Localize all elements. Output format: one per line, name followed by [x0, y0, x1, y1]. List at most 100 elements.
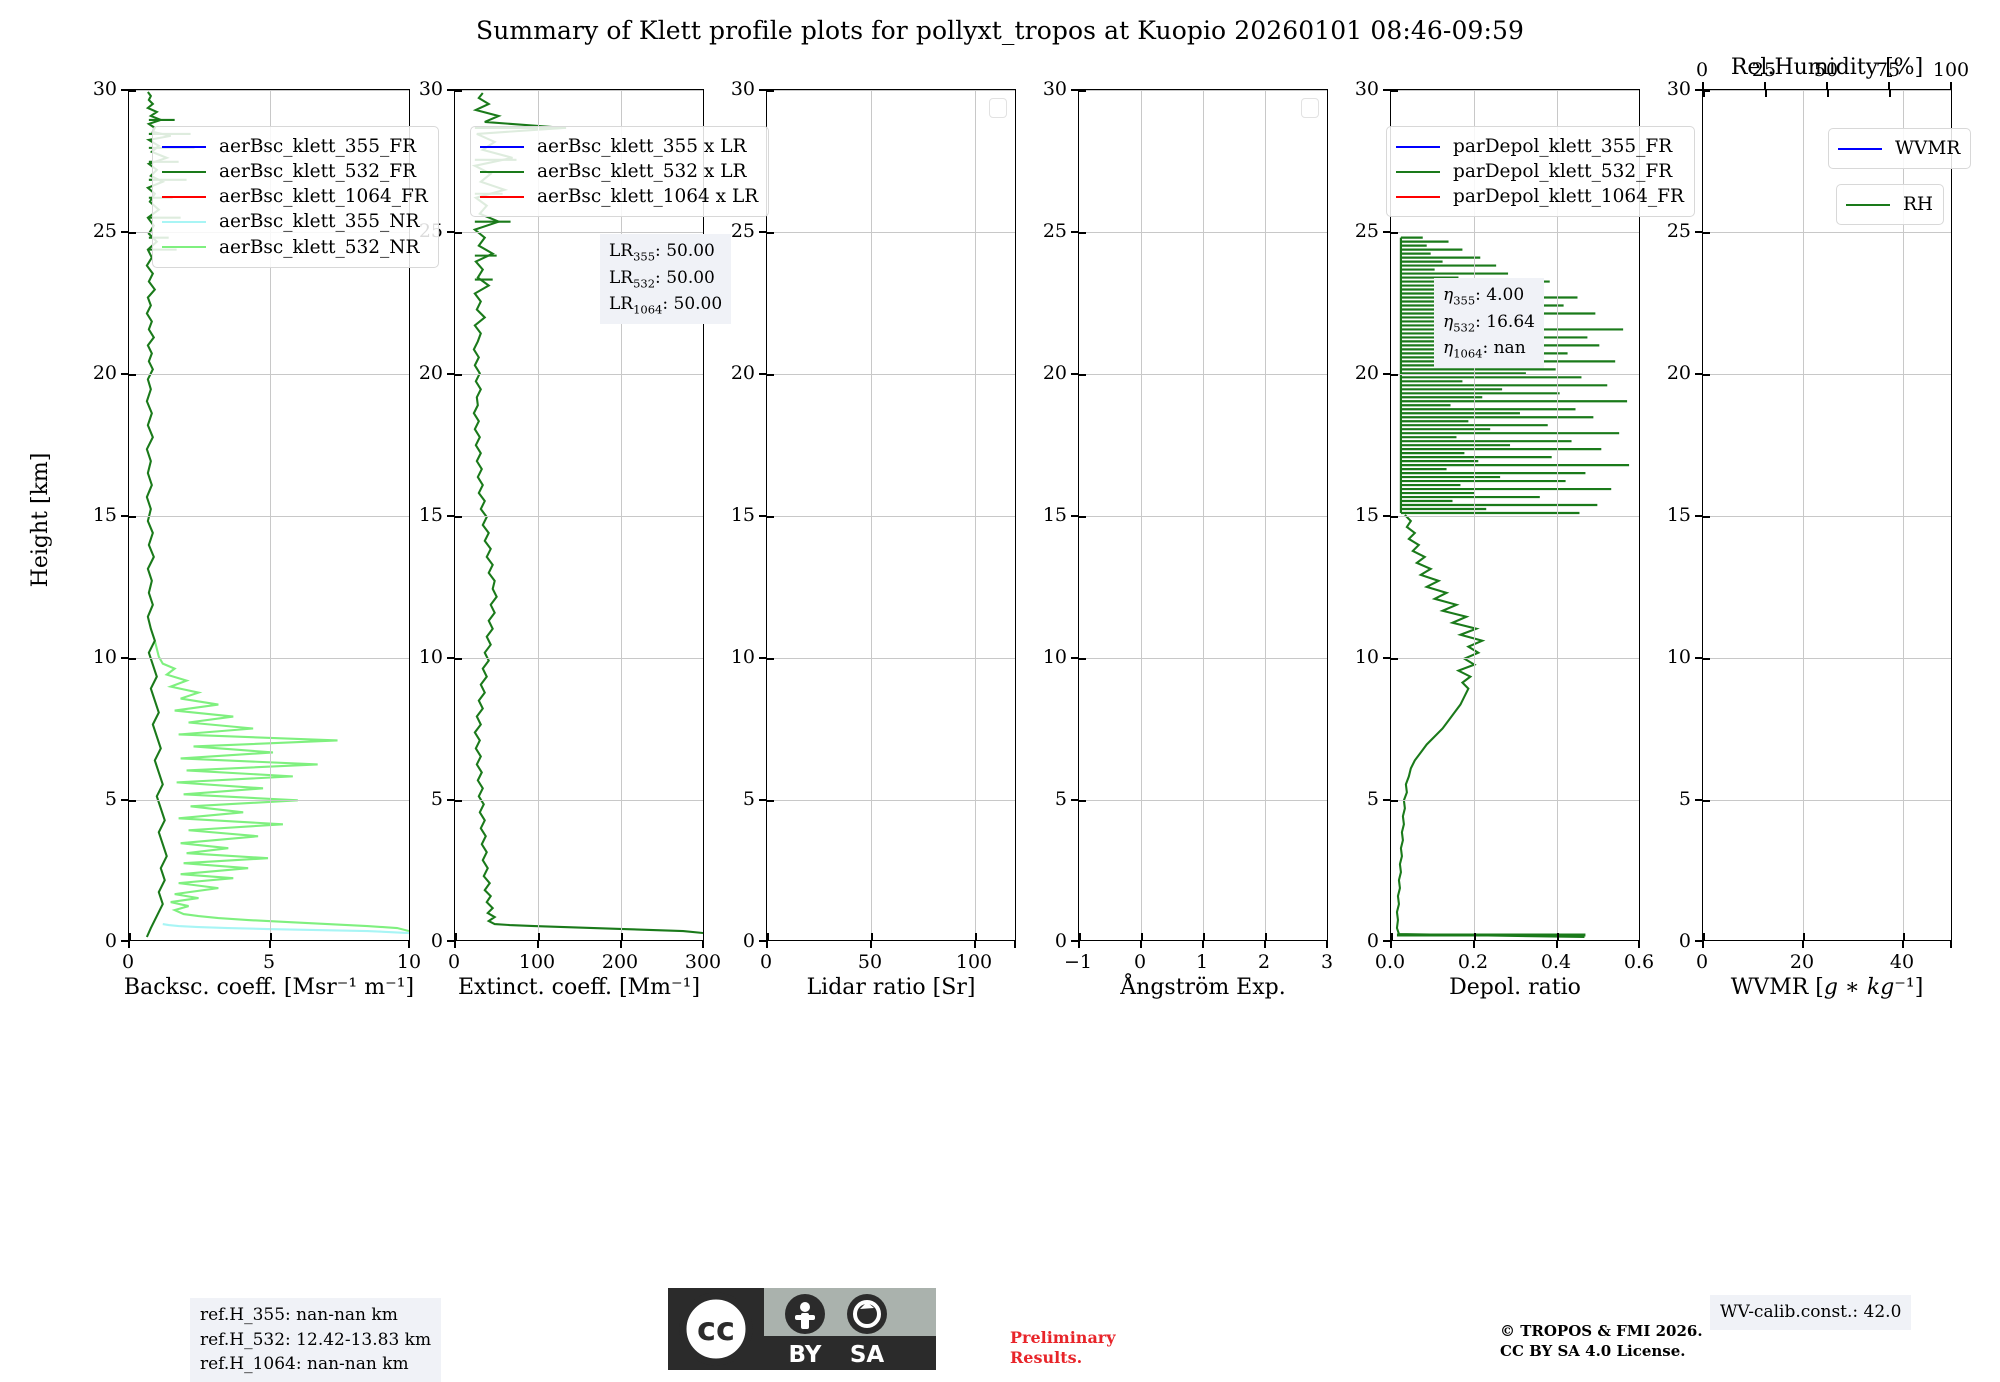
- x-tick-label: 2: [1257, 951, 1271, 973]
- y-tick-label: 30: [1666, 78, 1691, 100]
- y-tick-label: 30: [1042, 78, 1067, 100]
- gridline: [129, 90, 409, 91]
- legend-swatch-depol355: [1396, 145, 1440, 148]
- legend-item[interactable]: aerBsc_klett_355 x LR: [480, 134, 758, 159]
- y-tick-label: 10: [92, 646, 117, 668]
- y-tick-label: 10: [1354, 646, 1379, 668]
- gridline: [975, 90, 976, 940]
- legend-item[interactable]: parDepol_klett_355_FR: [1396, 134, 1684, 159]
- legend-item[interactable]: aerBsc_klett_355_FR: [162, 134, 428, 159]
- legend-item[interactable]: WVMR: [1838, 136, 1960, 161]
- y-tick-label: 30: [418, 78, 443, 100]
- legend-wvmr: WVMR: [1828, 128, 1972, 170]
- y-axis-title: Height [km]: [28, 452, 53, 588]
- gridline: [1703, 658, 1951, 659]
- sa-label: SA: [850, 1342, 885, 1368]
- preliminary-line-1: Preliminary: [1010, 1328, 1116, 1347]
- y-tick-label: 30: [92, 78, 117, 100]
- gridline: [1474, 90, 1475, 940]
- panel-extinction: 30 25 20 15 10 5 0 0 100 200 300: [419, 78, 721, 973]
- x-tick-label: 300: [684, 951, 722, 973]
- legend-item[interactable]: aerBsc_klett_1064 x LR: [480, 184, 758, 209]
- axis-title-backscatter: Backsc. coeff. [Msr⁻¹ m⁻¹]: [123, 975, 415, 1000]
- annotation-row: LR1064: 50.00: [609, 294, 723, 317]
- axis-title-rel-humidity: Rel.Humidity [%]: [1730, 55, 1924, 80]
- gridline: [270, 90, 271, 940]
- ann-val: 16.64: [1486, 311, 1535, 332]
- legend-swatch-1064fr: [162, 195, 206, 198]
- y-tick-label: 5: [104, 788, 117, 810]
- gridline: [1391, 658, 1639, 659]
- legend-item[interactable]: RH: [1846, 192, 1933, 217]
- ref-height-1064: ref.H_1064: nan-nan km: [200, 1354, 409, 1375]
- legend-item[interactable]: aerBsc_klett_532_FR: [162, 159, 428, 184]
- annotation-row: η532: 16.64: [1443, 311, 1535, 335]
- by-label: BY: [789, 1342, 822, 1368]
- legend-item[interactable]: aerBsc_klett_532_NR: [162, 235, 428, 260]
- legend-item[interactable]: parDepol_klett_1064_FR: [1396, 184, 1684, 209]
- legend-swatch-rh: [1846, 203, 1890, 206]
- y-tick-label: 15: [418, 504, 443, 526]
- y-tick-label: 25: [92, 220, 117, 242]
- ann-val: 4.00: [1486, 285, 1525, 305]
- legend-label: aerBsc_klett_1064_FR: [219, 186, 428, 208]
- y-tick-label: 15: [1666, 504, 1691, 526]
- x-tick-label: 10: [396, 951, 422, 973]
- legend-swatch-355lr: [480, 145, 524, 148]
- curve-extinction: [471, 92, 703, 935]
- axis-title-angstrom: Ångström Exp.: [1120, 975, 1286, 1000]
- x-tick-label: 50: [857, 951, 883, 973]
- legend-swatch-532lr: [480, 170, 524, 173]
- y-tick-label: 5: [742, 788, 755, 810]
- plot-area-lidar-ratio: [766, 89, 1016, 941]
- legend-label: aerBsc_klett_532_NR: [219, 236, 420, 258]
- legend-extinction: aerBsc_klett_355 x LR aerBsc_klett_532 x…: [470, 126, 770, 218]
- gridline: [455, 516, 703, 517]
- x-tick-label: 0: [1695, 951, 1709, 973]
- gridline: [1391, 800, 1639, 801]
- x-tick-label: 40: [1889, 951, 1915, 973]
- ann-val: 50.00: [666, 241, 715, 261]
- ann-sub: 532: [633, 276, 656, 291]
- gridline: [1703, 516, 1951, 517]
- y-tick-label: 15: [730, 504, 755, 526]
- x-tick-label: 0.4: [1540, 951, 1572, 973]
- x-tick-label-top: 100: [1932, 59, 1970, 81]
- wv-calib-box: WV-calib.const.: 42.0: [1710, 1295, 1912, 1330]
- annotation-row: η355: 4.00: [1443, 285, 1525, 308]
- legend-label: WVMR: [1895, 138, 1961, 159]
- y-tick-label: 20: [1042, 362, 1067, 384]
- y-tick-label: 20: [1354, 362, 1379, 384]
- y-tick-label: 5: [1366, 788, 1379, 810]
- y-tick-label: 25: [730, 220, 755, 242]
- gridline: [455, 658, 703, 659]
- legend-item[interactable]: aerBsc_klett_1064_FR: [162, 184, 428, 209]
- x-tick-label: 100: [518, 951, 556, 973]
- cc-by-sa-badge[interactable]: cc BY SA: [668, 1288, 936, 1370]
- panel-lidar-ratio: 30 25 20 15 10 5 0 0 50 100: [731, 78, 1016, 973]
- y-tick-label: 10: [1042, 646, 1067, 668]
- gridline: [455, 90, 703, 91]
- legend-item[interactable]: aerBsc_klett_355_NR: [162, 209, 428, 234]
- copyright-line-1: © TROPOS & FMI 2026.: [1500, 1322, 1703, 1340]
- cc-label: cc: [697, 1310, 735, 1348]
- axis-title-extinction: Extinct. coeff. [Mm⁻¹]: [457, 975, 701, 1000]
- x-tick-label: 20: [1789, 951, 1815, 973]
- gridline: [1203, 90, 1204, 940]
- gridline: [129, 516, 409, 517]
- gridline: [767, 658, 1015, 659]
- x-tick-label-top: 50: [1813, 59, 1839, 81]
- legend-item[interactable]: aerBsc_klett_532 x LR: [480, 159, 758, 184]
- gridline: [1703, 800, 1951, 801]
- y-tick-label: 20: [92, 362, 117, 384]
- legend-label: aerBsc_klett_532_FR: [219, 161, 417, 183]
- x-tick-label: 3: [1320, 951, 1334, 973]
- plot-area-angstrom: [1078, 89, 1328, 941]
- gridline: [455, 232, 703, 233]
- legend-item[interactable]: parDepol_klett_532_FR: [1396, 159, 1684, 184]
- y-tick-label: 10: [730, 646, 755, 668]
- annotation-lidar-ratios: LR355: 50.00 LR532: 50.00 LR1064: 50.00: [600, 234, 732, 324]
- y-tick-label: 25: [1042, 220, 1067, 242]
- x-tick-label: 1: [1195, 951, 1209, 973]
- x-tick-label: 0: [759, 951, 773, 973]
